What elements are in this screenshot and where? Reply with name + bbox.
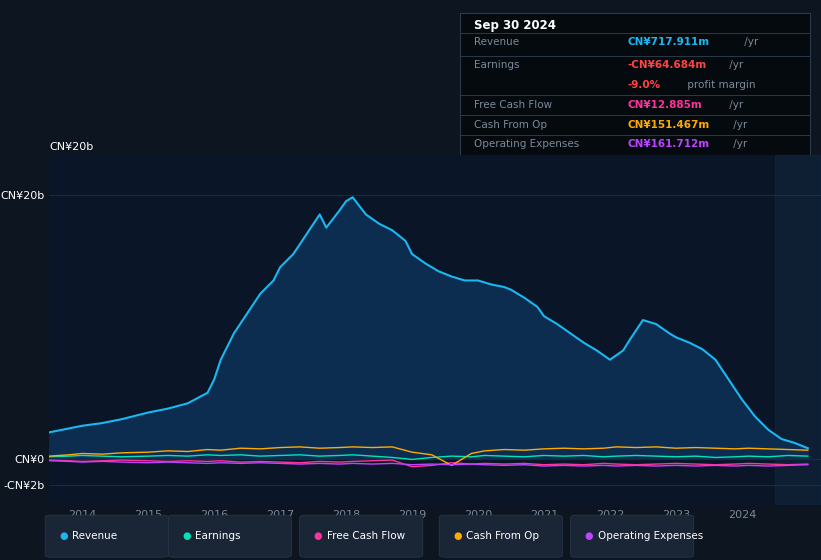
Text: Free Cash Flow: Free Cash Flow	[327, 531, 405, 541]
Text: Free Cash Flow: Free Cash Flow	[474, 100, 553, 110]
Text: Sep 30 2024: Sep 30 2024	[474, 18, 556, 32]
Text: CN¥12.885m: CN¥12.885m	[628, 100, 703, 110]
Text: CN¥717.911m: CN¥717.911m	[628, 37, 710, 47]
Text: /yr: /yr	[730, 139, 747, 150]
Text: -CN¥64.684m: -CN¥64.684m	[628, 60, 707, 70]
Text: profit margin: profit margin	[684, 80, 755, 90]
Text: Earnings: Earnings	[195, 531, 241, 541]
Text: Operating Expenses: Operating Expenses	[598, 531, 703, 541]
Text: CN¥161.712m: CN¥161.712m	[628, 139, 710, 150]
Text: Earnings: Earnings	[474, 60, 520, 70]
Text: ●: ●	[453, 531, 461, 541]
Text: CN¥20b: CN¥20b	[49, 142, 94, 152]
Text: CN¥151.467m: CN¥151.467m	[628, 119, 710, 129]
Text: Revenue: Revenue	[72, 531, 117, 541]
Text: ●: ●	[182, 531, 190, 541]
Text: Operating Expenses: Operating Expenses	[474, 139, 580, 150]
Text: /yr: /yr	[741, 37, 758, 47]
Bar	[775, 155, 821, 505]
Text: ●: ●	[585, 531, 593, 541]
Text: /yr: /yr	[727, 60, 744, 70]
Text: -9.0%: -9.0%	[628, 80, 661, 90]
Text: Revenue: Revenue	[474, 37, 519, 47]
Text: /yr: /yr	[730, 119, 747, 129]
Text: Cash From Op: Cash From Op	[474, 119, 547, 129]
Text: ●: ●	[59, 531, 67, 541]
Text: Cash From Op: Cash From Op	[466, 531, 539, 541]
Text: /yr: /yr	[726, 100, 743, 110]
Text: ●: ●	[314, 531, 322, 541]
